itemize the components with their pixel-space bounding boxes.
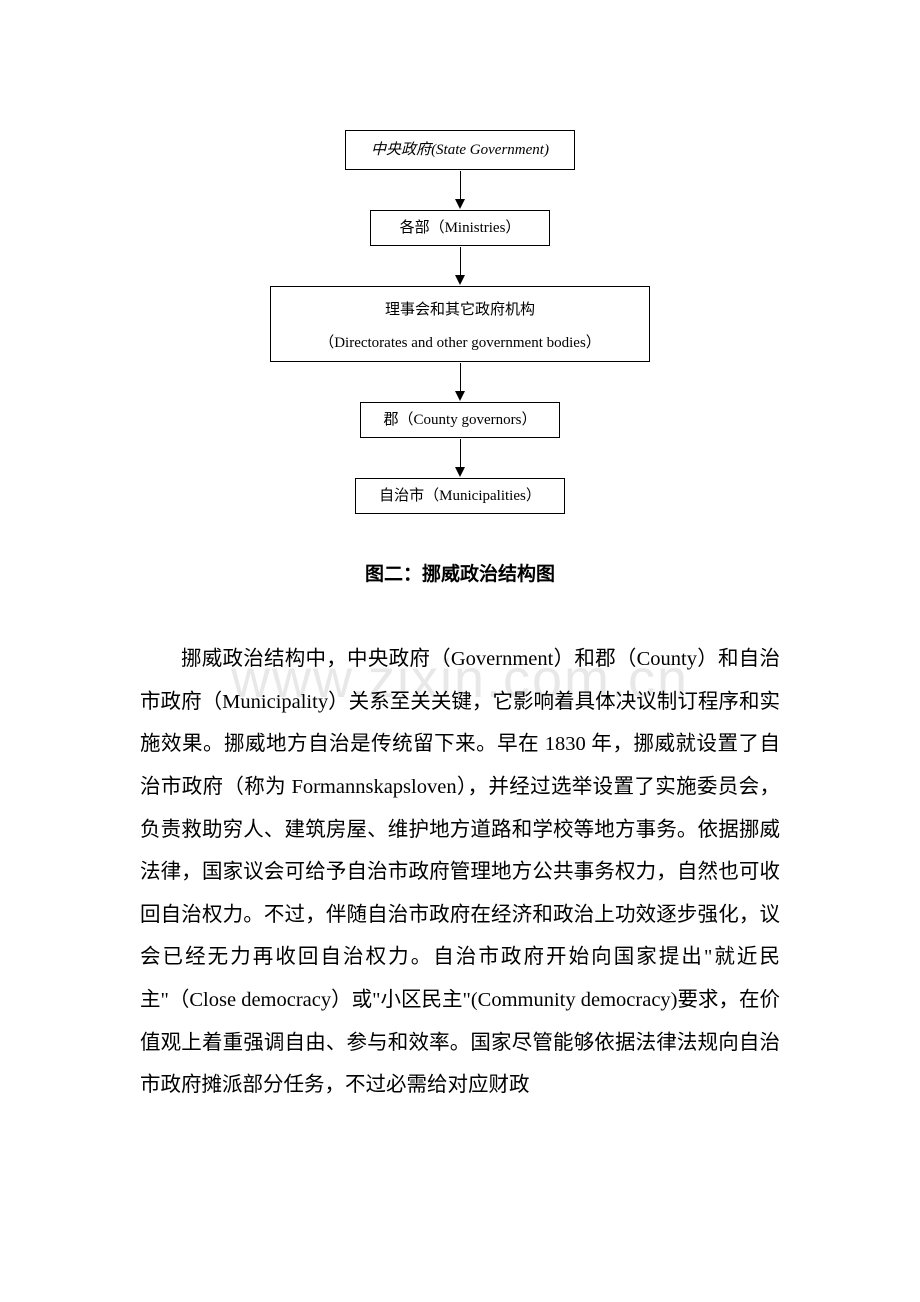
flowchart-arrow (455, 246, 465, 286)
flowchart-node-directorates: 理事会和其它政府机构 （Directorates and other gover… (270, 286, 650, 362)
node-label-line1: 理事会和其它政府机构 (385, 300, 535, 321)
flowchart-arrow (455, 170, 465, 210)
flowchart-container: 中央政府(State Government) 各部（Ministries） 理事… (140, 130, 780, 514)
node-label: 中央政府(State Government) (371, 140, 549, 161)
node-label: 各部（Ministries） (400, 218, 521, 239)
flowchart-arrow (455, 438, 465, 478)
node-label: 自治市（Municipalities） (379, 486, 541, 507)
node-label: 郡（County governors） (384, 410, 537, 431)
flowchart-node-municipalities: 自治市（Municipalities） (355, 478, 565, 514)
flowchart-arrow (455, 362, 465, 402)
node-label-line2: （Directorates and other government bodie… (319, 333, 601, 354)
page-content: 中央政府(State Government) 各部（Ministries） 理事… (0, 0, 920, 1107)
flowchart-node-county: 郡（County governors） (360, 402, 560, 438)
flowchart-node-state-government: 中央政府(State Government) (345, 130, 575, 170)
flowchart-node-ministries: 各部（Ministries） (370, 210, 550, 246)
figure-caption: 图二：挪威政治结构图 (140, 559, 780, 586)
body-paragraph: 挪威政治结构中，中央政府（Government）和郡（County）和自治市政府… (140, 638, 780, 1107)
